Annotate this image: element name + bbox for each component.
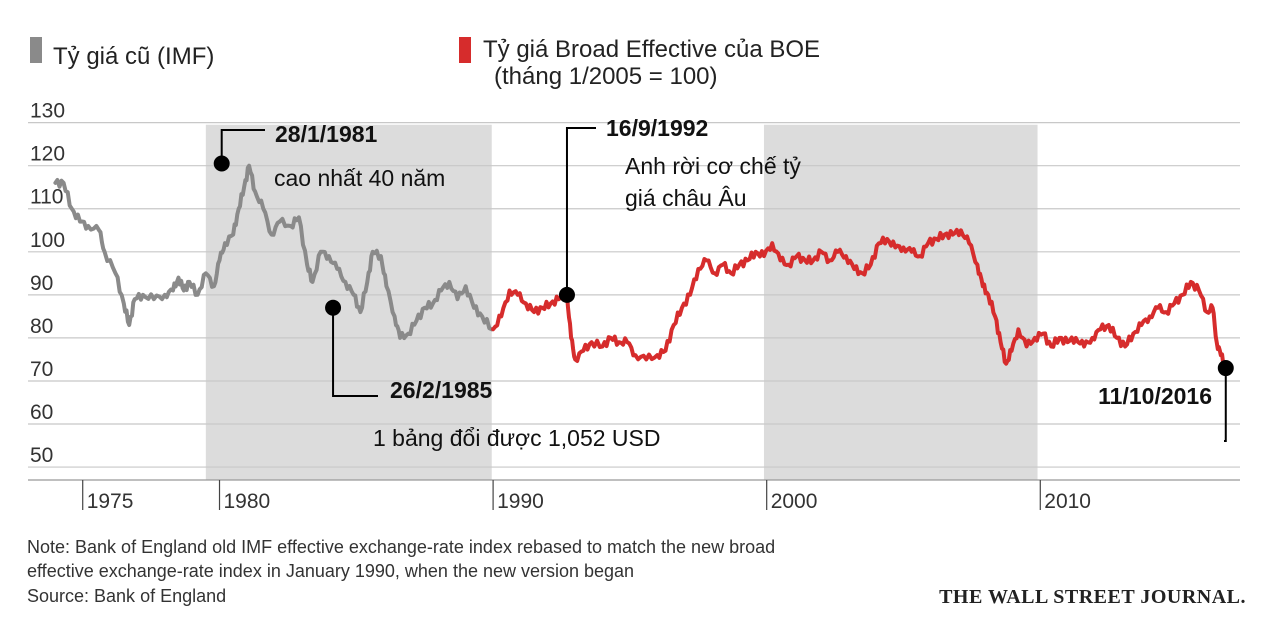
x-tick-label-1990: 1990 [497, 490, 544, 513]
y-tick-label-130: 130 [30, 100, 65, 123]
annotation-date-2: 16/9/1992 [606, 115, 708, 141]
y-tick-label-60: 60 [30, 401, 53, 424]
annotation-text-1-0: 1 bảng đổi được 1,052 USD [373, 425, 661, 451]
x-tick-label-2010: 2010 [1044, 490, 1091, 513]
data-series [53, 163, 1228, 370]
footer-source: Source: Bank of England [27, 586, 226, 606]
annotation-date-0: 28/1/1981 [275, 121, 378, 147]
annotation-leader-1 [332, 307, 378, 397]
y-tick-label-110: 110 [30, 186, 63, 209]
x-tick-label-1980: 1980 [224, 490, 271, 513]
annotation-dot-1 [325, 299, 342, 316]
footer-note-line1: Note: Bank of England old IMF effective … [27, 537, 775, 557]
y-axis-ticks: 50 60 70 80 90 100 110 120 130 [30, 100, 65, 467]
annotation-dot-0 [213, 155, 230, 172]
y-tick-label-120: 120 [30, 143, 65, 166]
x-axis-ticks: 1975 1980 1990 2000 2010 [82, 480, 1091, 513]
annotation-text-2-0: Anh rời cơ chế tỷ [625, 153, 801, 179]
annotation-leader-3 [1224, 368, 1227, 442]
y-tick-label-100: 100 [30, 229, 65, 252]
y-tick-label-80: 80 [30, 315, 53, 338]
annotation-leader-0 [220, 129, 265, 164]
series-line-1 [491, 227, 1228, 370]
legend-new-subtitle: (tháng 1/2005 = 100) [494, 63, 718, 90]
y-tick-label-70: 70 [30, 358, 53, 381]
legend-new-label: Tỷ giá Broad Effective của BOE [483, 36, 820, 63]
annotation-text-2-1: giá châu Âu [625, 185, 746, 211]
annotation-date-1: 26/2/1985 [390, 377, 493, 403]
y-tick-label-90: 90 [30, 272, 53, 295]
annotation-date-3: 11/10/2016 [1098, 383, 1212, 409]
annotations: 28/1/1981 cao nhất 40 năm 26/2/1985 1 bảng … [213, 115, 1234, 451]
annotation-text-0-0: cao nhất 40 năm [274, 165, 445, 191]
annotation-dot-2 [558, 286, 575, 303]
annotation-dot-3 [1217, 360, 1234, 377]
x-tick-label-2000: 2000 [771, 490, 818, 513]
brand-logo: THE WALL STREET JOURNAL. [939, 586, 1246, 608]
legend-old-label: Tỷ giá cũ (IMF) [53, 43, 214, 70]
series-line-0 [53, 163, 494, 341]
annotation-leader-2 [565, 127, 596, 295]
footer-note-line2: effective exchange-rate index in January… [27, 561, 634, 581]
x-tick-label-1975: 1975 [87, 490, 134, 513]
recession-band-1 [763, 124, 1038, 480]
legend-old-swatch [30, 37, 42, 63]
y-tick-label-50: 50 [30, 444, 53, 467]
legend-new-swatch [459, 37, 471, 63]
